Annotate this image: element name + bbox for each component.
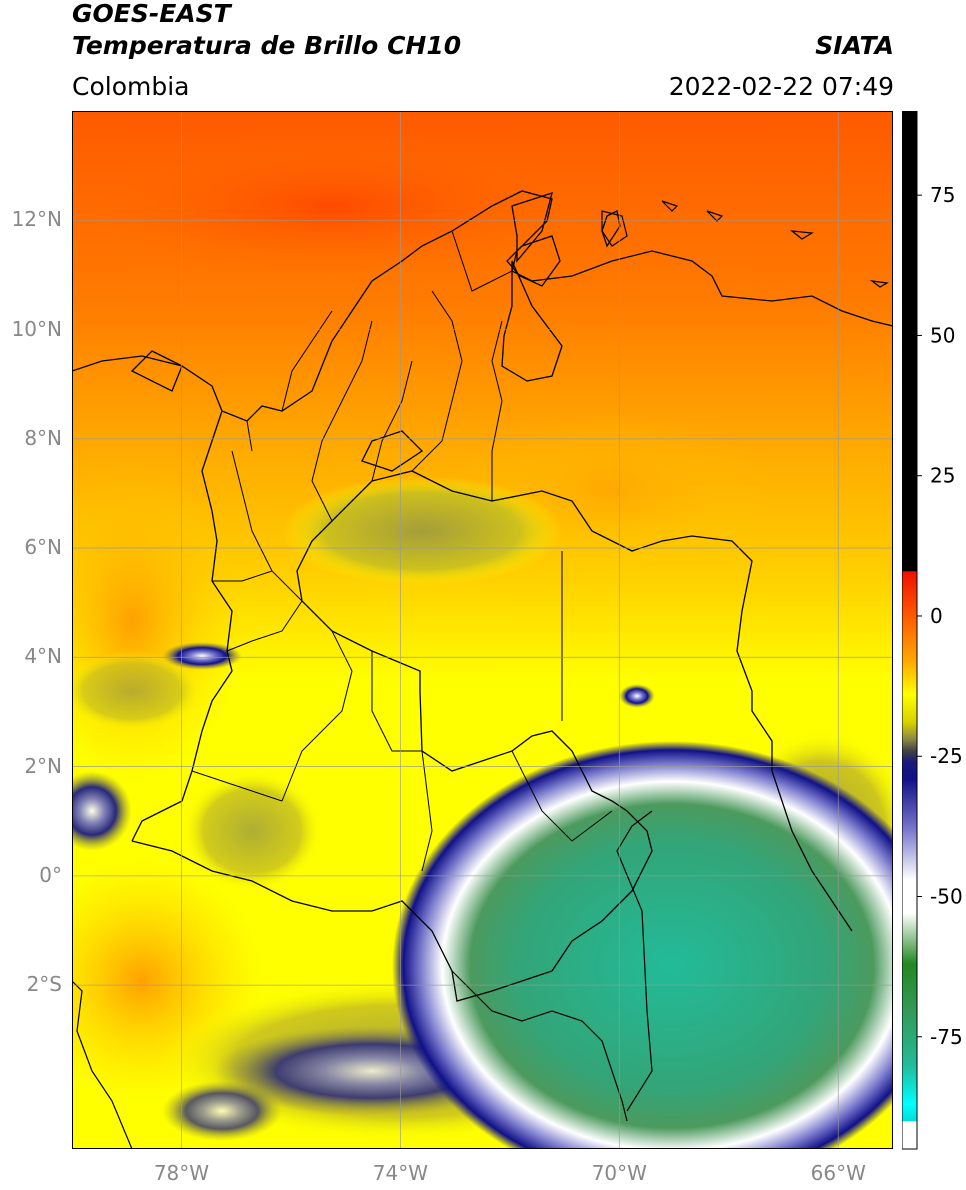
region-label: Colombia — [72, 72, 190, 101]
timestamp-label: 2022-02-22 07:49 — [668, 72, 894, 101]
coastline-pacific-colombia — [131, 410, 233, 842]
latitude-tick-label: 10°N — [11, 316, 62, 341]
latitude-tick-label: 6°N — [24, 535, 62, 560]
international-border-colombia — [131, 470, 853, 1002]
coastline — [130, 192, 621, 472]
deep-convection-amazon — [392, 741, 893, 1149]
convective-cell-pacific — [162, 642, 242, 670]
map-overlay — [72, 111, 893, 1149]
longitude-tick-label: 74°W — [372, 1161, 428, 1185]
latitude-tick-label: 12°N — [11, 207, 62, 232]
colorbar-tick-label: -25 — [930, 744, 963, 768]
convective-cell-southwest — [162, 1081, 282, 1141]
brand-label: SIATA — [815, 31, 894, 60]
gridlines — [72, 111, 893, 1149]
colorbar-tick-label: -50 — [930, 885, 963, 909]
lake-maracaibo — [501, 260, 563, 382]
colorbar-scale — [902, 111, 918, 1150]
colorbar-tick-label: 25 — [930, 464, 955, 488]
colorbar-tick-label: 0 — [930, 604, 943, 628]
warm-region-caribbean — [72, 136, 592, 276]
coastline-caribbean — [72, 190, 893, 422]
colorbar-tick-label: 50 — [930, 323, 955, 347]
coastline-pacific-ecuador — [72, 980, 133, 1149]
colorbar: 75 50 25 0 -25 -50 -75 — [902, 111, 963, 1150]
latitude-tick-label: 4°N — [24, 644, 62, 669]
satellite-title: GOES-EAST — [72, 0, 231, 28]
colorbar-tick-label: 75 — [930, 183, 955, 207]
border-brazil-state — [616, 810, 653, 1112]
cloud-band-pacific — [72, 651, 202, 731]
border-peru-brazil — [451, 970, 628, 1122]
convective-cell-west — [72, 771, 132, 851]
cloud-band-andes — [282, 476, 562, 586]
latitude-tick-label: 0° — [39, 862, 62, 887]
department-borders — [191, 230, 613, 872]
longitude-tick-label: 66°W — [810, 1161, 866, 1185]
product-title: Temperatura de Brillo CH10 — [72, 31, 462, 60]
brightness-temperature-field — [72, 111, 893, 1149]
latitude-tick-label: 2°N — [24, 753, 62, 778]
longitude-tick-label: 70°W — [591, 1161, 647, 1185]
longitude-tick-label: 78°W — [153, 1161, 210, 1185]
satellite-map[interactable] — [72, 111, 893, 1149]
cloud-band-nariño — [182, 771, 322, 891]
convective-cell-guaviare — [619, 684, 655, 708]
colorbar-ticks: 75 50 25 0 -25 -50 -75 — [917, 183, 963, 1049]
colorbar-tick-label: -75 — [930, 1025, 963, 1049]
latitude-tick-label: 2°S — [26, 972, 62, 997]
latitude-tick-label: 8°N — [24, 425, 62, 450]
